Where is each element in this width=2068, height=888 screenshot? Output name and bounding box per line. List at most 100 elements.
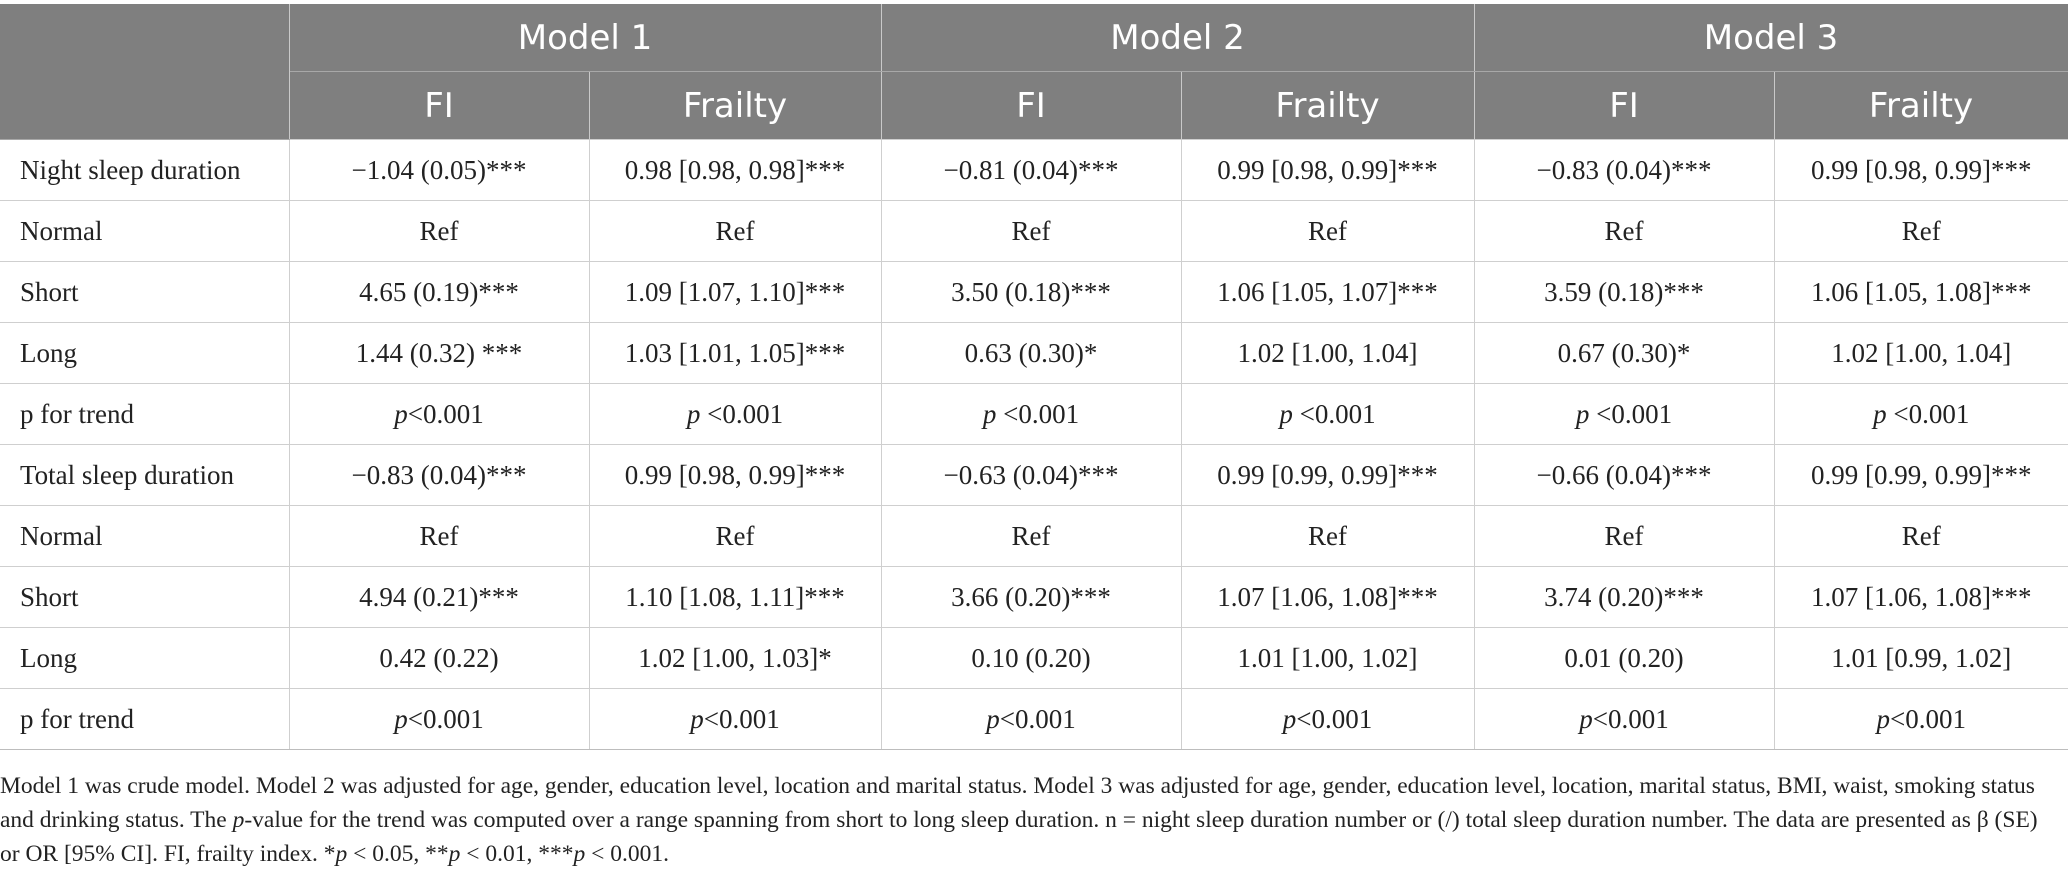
row-label: Short — [0, 566, 290, 628]
corner-cell — [0, 4, 290, 140]
p-value: <0.001 — [1886, 398, 1970, 429]
table-row: p for trend p<0.001 p<0.001 p<0.001 p<0.001 p… — [0, 688, 2068, 750]
table-cell: 0.01 (0.20) — [1473, 627, 1775, 689]
table-cell: p <0.001 — [588, 383, 882, 445]
table-cell: 1.02 [1.00, 1.04] — [1180, 322, 1475, 384]
table-cell: 0.42 (0.22) — [288, 627, 590, 689]
footnote-text: Model 1 was crude model. Model 2 was adj… — [0, 769, 2040, 871]
table-cell: Ref — [1773, 505, 2068, 567]
table-cell: 1.09 [1.07, 1.10]*** — [588, 261, 882, 323]
model-1-header: Model 1 — [288, 4, 882, 72]
table-cell: 1.10 [1.08, 1.11]*** — [588, 566, 882, 628]
table-cell: p <0.001 — [1180, 383, 1475, 445]
p-value: <0.001 — [1890, 703, 1966, 734]
p-symbol: p — [1282, 703, 1297, 734]
table-row: p for trend p<0.001 p <0.001 p <0.001 p <0.0… — [0, 383, 2068, 445]
row-label: Total sleep duration — [0, 444, 290, 506]
table-cell: 0.99 [0.98, 0.99]*** — [1180, 139, 1475, 201]
table-cell: −0.81 (0.04)*** — [880, 139, 1182, 201]
model-1-fi-header: FI — [288, 71, 590, 140]
p-value: <0.001 — [407, 398, 484, 429]
table-cell: 1.06 [1.05, 1.07]*** — [1180, 261, 1475, 323]
table-cell: Ref — [588, 505, 882, 567]
table-cell: 4.94 (0.21)*** — [288, 566, 590, 628]
table-cell: p<0.001 — [1773, 688, 2068, 750]
footnote-segment: -value for the trend was computed over a… — [0, 807, 2038, 867]
table-cell: 0.63 (0.30)* — [880, 322, 1182, 384]
model-header-row: Model 1 Model 2 Model 3 — [0, 4, 2068, 140]
table-cell: 1.02 [1.00, 1.03]* — [588, 627, 882, 689]
footnote-segment: < 0.01, *** — [460, 841, 574, 867]
table-row: Normal Ref Ref Ref Ref Ref Ref — [0, 505, 2068, 567]
p-value: <0.001 — [1292, 398, 1376, 429]
table-cell: Ref — [1773, 200, 2068, 262]
row-label: Long — [0, 322, 290, 384]
table-cell: p<0.001 — [1473, 688, 1775, 750]
table-cell: −0.66 (0.04)*** — [1473, 444, 1775, 506]
p-symbol: p — [986, 703, 1000, 734]
p-symbol: p — [982, 398, 997, 429]
table-cell: Ref — [288, 505, 590, 567]
row-label: Normal — [0, 200, 290, 262]
table-cell: 1.02 [1.00, 1.04] — [1773, 322, 2068, 384]
table-cell: Ref — [288, 200, 590, 262]
p-value: <0.001 — [996, 398, 1080, 429]
table-cell: −1.04 (0.05)*** — [288, 139, 590, 201]
table-cell: Ref — [1473, 505, 1775, 567]
results-table: Model 1 Model 2 Model 3 FI Frailty FI Fr… — [0, 4, 2068, 750]
p-symbol: p — [1579, 703, 1593, 734]
row-label: Night sleep duration — [0, 139, 290, 201]
table-cell: 3.74 (0.20)*** — [1473, 566, 1775, 628]
table-cell: Ref — [1180, 505, 1475, 567]
table-cell: 0.10 (0.20) — [880, 627, 1182, 689]
table-cell: p<0.001 — [288, 688, 590, 750]
table-row: Night sleep duration −1.04 (0.05)*** 0.98 … — [0, 139, 2068, 201]
table-cell: −0.63 (0.04)*** — [880, 444, 1182, 506]
table-cell: Ref — [880, 505, 1182, 567]
p-symbol: p — [394, 703, 408, 734]
table-cell: 1.06 [1.05, 1.08]*** — [1773, 261, 2068, 323]
p-symbol: p — [686, 398, 701, 429]
table-cell: 0.99 [0.98, 0.99]*** — [588, 444, 882, 506]
row-label: Short — [0, 261, 290, 323]
table-cell: p <0.001 — [1773, 383, 2068, 445]
table-row: Long 0.42 (0.22) 1.02 [1.00, 1.03]* 0.10 (0… — [0, 627, 2068, 689]
p-value: <0.001 — [999, 703, 1076, 734]
table-cell: 1.07 [1.06, 1.08]*** — [1773, 566, 2068, 628]
table-cell: p<0.001 — [1180, 688, 1475, 750]
table-cell: p <0.001 — [880, 383, 1182, 445]
table-cell: 1.01 [1.00, 1.02] — [1180, 627, 1475, 689]
table-cell: 3.50 (0.18)*** — [880, 261, 1182, 323]
model-2-fi-header: FI — [880, 71, 1182, 140]
footnote-italic-segment: p — [573, 841, 586, 867]
table-row: Total sleep duration −0.83 (0.04)*** 0.99 … — [0, 444, 2068, 506]
footnote-segment: Model 1 was crude model. Model 2 was adj… — [0, 773, 2035, 833]
sub-header-row: FI Frailty FI Frailty FI Frailty — [0, 71, 2068, 140]
model-3-frailty-header: Frailty — [1773, 71, 2068, 140]
model-1-frailty-header: Frailty — [588, 71, 882, 140]
table-cell: 0.99 [0.99, 0.99]*** — [1773, 444, 2068, 506]
table-cell: 0.67 (0.30)* — [1473, 322, 1775, 384]
table-cell: p<0.001 — [588, 688, 882, 750]
table-footnote: Model 1 was crude model. Model 2 was adj… — [0, 769, 2040, 871]
table-header: Model 1 Model 2 Model 3 FI Frailty FI Fr… — [0, 4, 2068, 140]
p-symbol: p — [1873, 398, 1887, 429]
p-value: <0.001 — [1592, 703, 1669, 734]
footnote-segment: < 0.05, ** — [347, 841, 449, 867]
p-symbol: p — [690, 703, 704, 734]
table-body: Night sleep duration −1.04 (0.05)*** 0.98 … — [0, 139, 2068, 750]
p-value: <0.001 — [407, 703, 484, 734]
row-label: p for trend — [0, 383, 290, 445]
p-symbol: p — [1876, 703, 1891, 734]
table-cell: Ref — [588, 200, 882, 262]
p-symbol: p — [1575, 398, 1590, 429]
row-label: Long — [0, 627, 290, 689]
table-cell: 1.03 [1.01, 1.05]*** — [588, 322, 882, 384]
table-row: Short 4.65 (0.19)*** 1.09 [1.07, 1.10]*** 3… — [0, 261, 2068, 323]
table-cell: −0.83 (0.04)*** — [1473, 139, 1775, 201]
table-cell: 0.98 [0.98, 0.98]*** — [588, 139, 882, 201]
p-value: <0.001 — [1296, 703, 1373, 734]
table-cell: Ref — [1180, 200, 1475, 262]
table-cell: p<0.001 — [288, 383, 590, 445]
p-value: <0.001 — [1589, 398, 1673, 429]
